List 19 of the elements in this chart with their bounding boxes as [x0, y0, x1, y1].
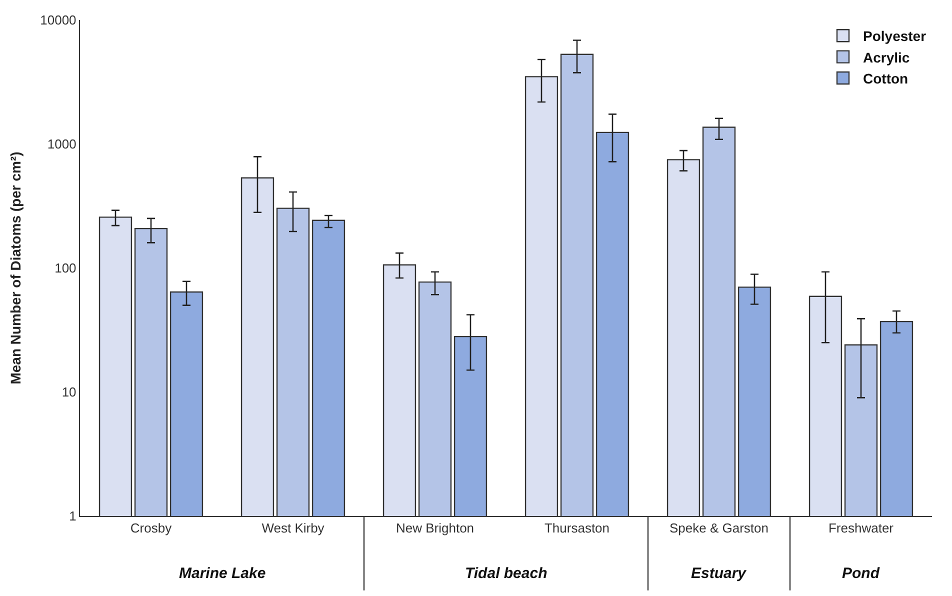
text: Estuary: [691, 565, 747, 582]
x-tick-label: Freshwater: [828, 520, 894, 536]
legend-label: Cotton: [863, 70, 908, 86]
legend-label: Acrylic: [863, 49, 910, 66]
x-tick-label: West Kirby: [262, 520, 325, 536]
y-tick-label: 10000: [40, 12, 76, 28]
y-tick-label: 1000: [47, 136, 76, 152]
x-tick-label: Thursaston: [544, 520, 610, 536]
x-tick-label: New Brighton: [396, 520, 474, 536]
text: Marine Lake: [179, 565, 266, 582]
legend-label: Polyester: [863, 28, 927, 44]
x-tick-label: Crosby: [130, 520, 172, 536]
y-tick-label: 100: [54, 260, 76, 276]
text: Pond: [842, 565, 880, 582]
x-tick-label: Speke & Garston: [670, 520, 768, 536]
y-axis-title: Mean Number of Diatoms (per cm²): [8, 152, 24, 384]
text: Tidal beach: [465, 565, 548, 582]
y-tick-label: 10: [62, 384, 76, 400]
y-tick-label: 1: [69, 508, 76, 524]
